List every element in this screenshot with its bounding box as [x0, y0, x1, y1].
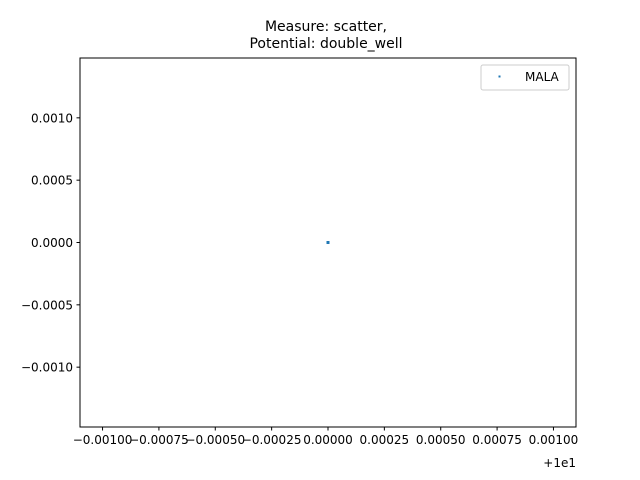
scatter-points [326, 241, 330, 244]
y-axis-ticks: 0.0010 0.0005 0.0000 −0.0005 −0.0010 [21, 111, 80, 375]
y-tick-label: 0.0005 [31, 174, 73, 188]
chart-title-line-2: Potential: double_well [249, 36, 402, 52]
x-tick-label: 0.00075 [472, 433, 522, 447]
y-tick-label: 0.0000 [31, 236, 73, 250]
plot-area-frame [79, 57, 577, 428]
x-tick-label: 0.00050 [416, 433, 466, 447]
x-tick-label: 0.00025 [360, 433, 410, 447]
legend-box [480, 64, 570, 91]
y-tick-label: −0.0005 [21, 298, 73, 312]
scatter-point [326, 241, 330, 244]
legend: MALA [480, 64, 570, 91]
chart-title-line-1: Measure: scatter, [265, 19, 387, 35]
x-tick-label: −0.00100 [73, 433, 133, 447]
y-tick-label: 0.0010 [31, 111, 73, 125]
legend-marker [498, 75, 501, 78]
x-tick-label: 0.00100 [529, 433, 579, 447]
x-axis-offset-label: +1e1 [543, 456, 576, 470]
legend-label: MALA [525, 70, 560, 84]
x-tick-label: −0.00075 [129, 433, 189, 447]
x-tick-label: −0.00050 [185, 433, 245, 447]
x-tick-label: −0.00025 [242, 433, 302, 447]
y-tick-label: −0.0010 [21, 361, 73, 375]
x-axis-ticks: −0.00100−0.00075−0.00050−0.00025 0.00000 0… [73, 427, 579, 447]
x-tick-label: 0.00000 [303, 433, 353, 447]
